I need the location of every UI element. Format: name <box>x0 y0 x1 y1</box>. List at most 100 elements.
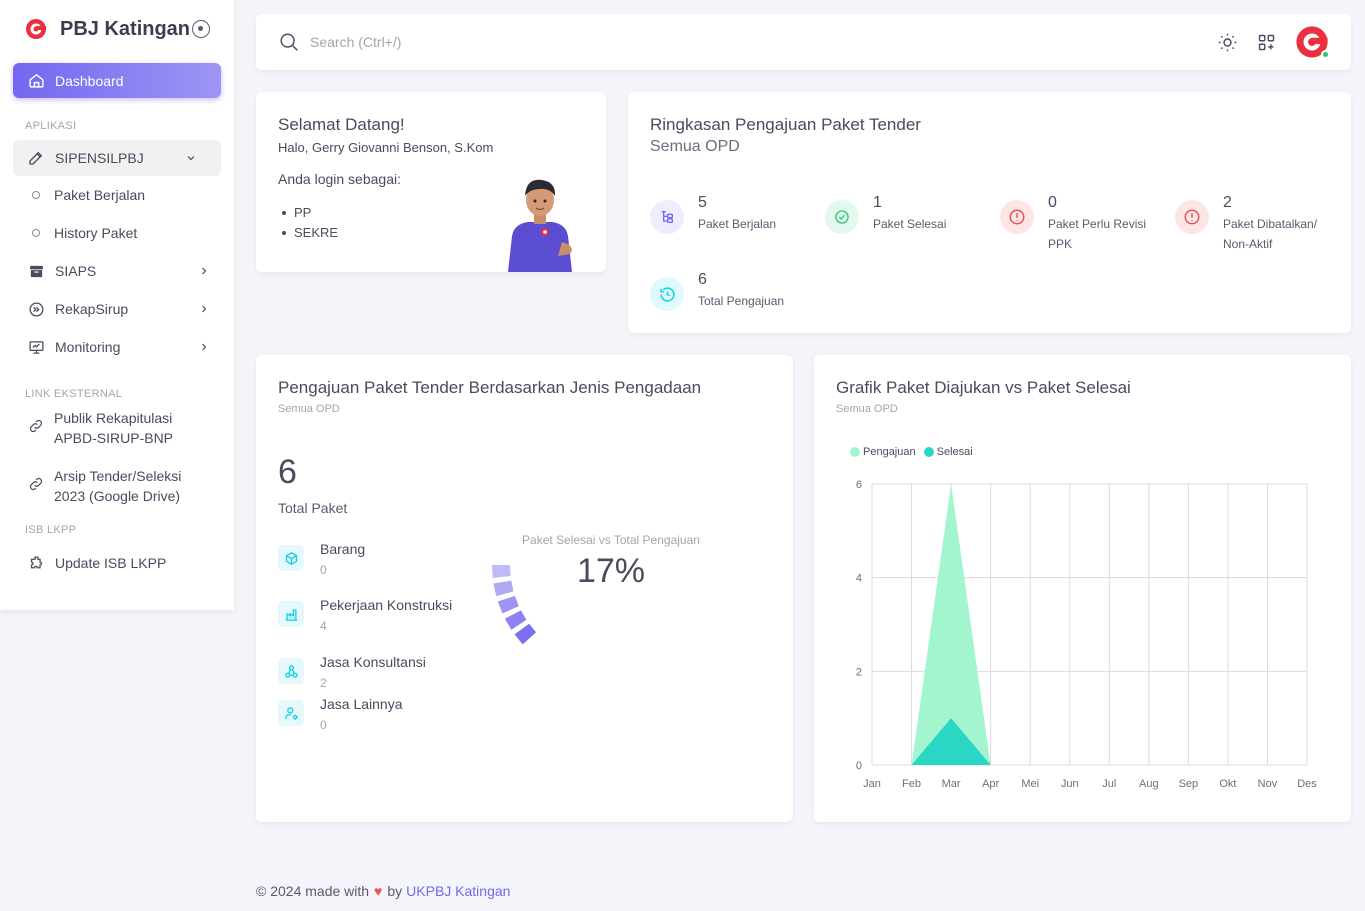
brand: PBJ Katingan <box>0 0 234 58</box>
link-icon <box>29 477 43 491</box>
x-tick-label: Sep <box>1179 778 1199 790</box>
nav-link-arsip-line1: Arsip Tender/Seleksi <box>54 468 182 484</box>
box-icon <box>278 545 304 571</box>
total-paket-label: Total Paket <box>278 500 348 516</box>
jenis-value: 0 <box>320 718 327 732</box>
sidebar-toggle-icon[interactable] <box>192 20 210 38</box>
jenis-value: 0 <box>320 563 327 577</box>
network-icon <box>278 658 304 684</box>
series-area-pengajuan <box>872 484 1307 765</box>
nav-link-arsip-tender[interactable]: Arsip Tender/Seleksi 2023 (Google Drive) <box>0 466 234 506</box>
jenis-name: Barang <box>320 541 366 557</box>
nav-siaps[interactable]: SIAPS <box>0 252 234 290</box>
nav-section-isb-lkpp: ISB LKPP <box>25 524 77 536</box>
footer: © 2024 made with ♥ by UKPBJ Katingan <box>256 883 510 899</box>
jenis-name: Jasa Konsultansi <box>320 654 426 670</box>
footer-prefix: © 2024 made with <box>256 883 370 899</box>
stat-paket-dibatalkan[interactable]: 2 Paket Dibatalkan/ Non-Aktif <box>1175 194 1317 254</box>
x-tick-label: Mei <box>1021 778 1039 790</box>
role-item: SEKRE <box>282 223 584 243</box>
nav-rekapsirup-label: RekapSirup <box>55 301 129 317</box>
legend-item-pengajuan[interactable]: Pengajuan <box>850 446 916 458</box>
stat-value: 0 <box>1048 194 1057 211</box>
nav-link-arsip-line2: 2023 (Google Drive) <box>54 488 181 504</box>
ringkasan-title: Ringkasan Pengajuan Paket Tender <box>650 115 921 134</box>
brand-logo[interactable] <box>24 17 48 41</box>
stat-label: Paket Selesai <box>873 217 947 231</box>
total-paket-value: 6 <box>278 453 297 491</box>
footer-link[interactable]: UKPBJ Katingan <box>406 883 511 899</box>
building-icon <box>278 601 304 627</box>
jenis-item-barang: Barang 0 <box>278 541 365 577</box>
x-tick-label: Jan <box>863 778 881 790</box>
bullet-icon <box>32 229 40 237</box>
jenis-title: Pengajuan Paket Tender Berdasarkan Jenis… <box>278 378 702 397</box>
stat-label-line2: PPK <box>1048 237 1073 251</box>
nav-monitoring-label: Monitoring <box>55 339 121 355</box>
radial-gauge <box>492 565 537 645</box>
home-icon <box>29 73 44 88</box>
jenis-item-konstruksi: Pekerjaan Konstruksi 4 <box>278 597 452 633</box>
nav-monitoring[interactable]: Monitoring <box>0 328 234 366</box>
grafik-subtitle: Semua OPD <box>836 403 898 415</box>
stat-label: Total Pengajuan <box>698 294 785 308</box>
heart-icon: ♥ <box>374 883 383 899</box>
nav-history-paket-label: History Paket <box>54 225 138 241</box>
role-item: PP <box>282 203 584 223</box>
check-circle-icon <box>825 200 859 234</box>
online-status-dot <box>1321 50 1330 59</box>
series-area-selesai <box>872 718 1307 765</box>
bullet-icon <box>32 191 40 199</box>
tree-list-icon <box>650 200 684 234</box>
legend-label: Pengajuan <box>863 446 916 458</box>
puzzle-icon <box>30 555 43 568</box>
user-avatar[interactable] <box>1295 25 1330 59</box>
legend-item-selesai[interactable]: Selesai <box>923 446 973 458</box>
nav-dashboard[interactable]: Dashboard <box>13 63 221 98</box>
chevron-right-icon <box>202 267 207 275</box>
search-icon[interactable] <box>278 31 300 53</box>
nav-rekapsirup[interactable]: RekapSirup <box>0 290 234 328</box>
jenis-value: 2 <box>320 676 327 690</box>
nav-link-publik-line1: Publik Rekapitulasi <box>54 410 173 426</box>
monitor-icon <box>29 340 44 354</box>
jenis-value: 4 <box>320 619 327 633</box>
stat-value: 1 <box>873 194 882 211</box>
gauge-value: 17% <box>576 552 646 590</box>
avatar-logo <box>1296 26 1328 58</box>
nav-update-isb[interactable]: Update ISB LKPP <box>0 544 234 582</box>
stat-paket-berjalan[interactable]: 5 Paket Berjalan <box>650 194 776 234</box>
sun-icon[interactable] <box>1217 32 1238 53</box>
nav-link-publik-line2: APBD-SIRUP-BNP <box>54 430 174 446</box>
x-tick-label: Jun <box>1061 778 1079 790</box>
stat-label: Paket Dibatalkan/ <box>1223 217 1318 231</box>
stat-value: 6 <box>698 271 707 288</box>
nav-paket-berjalan[interactable]: Paket Berjalan <box>0 176 234 214</box>
gauge-segment <box>493 580 514 597</box>
gauge-segment <box>504 610 527 630</box>
grafik-card: Grafik Paket Diajukan vs Paket Selesai S… <box>814 355 1351 822</box>
jenis-subtitle: Semua OPD <box>278 403 340 415</box>
legend-label: Selesai <box>936 446 973 458</box>
jenis-item-lainnya: Jasa Lainnya 0 <box>278 696 403 732</box>
search-input[interactable] <box>310 34 710 50</box>
nav-sipensilpbj[interactable]: SIPENSILPBJ <box>13 140 221 176</box>
nav-history-paket[interactable]: History Paket <box>0 214 234 252</box>
jenis-pengadaan-card: Pengajuan Paket Tender Berdasarkan Jenis… <box>256 355 793 822</box>
nav-paket-berjalan-label: Paket Berjalan <box>54 187 146 203</box>
nav-link-publik-rekapitulasi[interactable]: Publik Rekapitulasi APBD-SIRUP-BNP <box>0 408 234 448</box>
welcome-card: Selamat Datang! Halo, Gerry Giovanni Ben… <box>256 92 606 272</box>
stat-total-pengajuan[interactable]: 6 Total Pengajuan <box>650 271 784 311</box>
stat-paket-revisi[interactable]: 0 Paket Perlu Revisi PPK <box>1000 194 1146 254</box>
x-tick-label: Feb <box>902 778 921 790</box>
gauge-segment <box>514 623 537 645</box>
nav-dashboard-label: Dashboard <box>55 72 124 89</box>
chevron-down-icon <box>187 156 195 161</box>
grafik-title: Grafik Paket Diajukan vs Paket Selesai <box>836 378 1131 397</box>
topbar <box>256 14 1351 70</box>
nav-section-link-eksternal: LINK EKSTERNAL <box>25 388 123 400</box>
stat-label: Paket Berjalan <box>698 217 777 231</box>
forward-circle-icon <box>29 301 44 317</box>
shortcuts-icon[interactable] <box>1256 32 1277 53</box>
stat-paket-selesai[interactable]: 1 Paket Selesai <box>825 194 946 234</box>
